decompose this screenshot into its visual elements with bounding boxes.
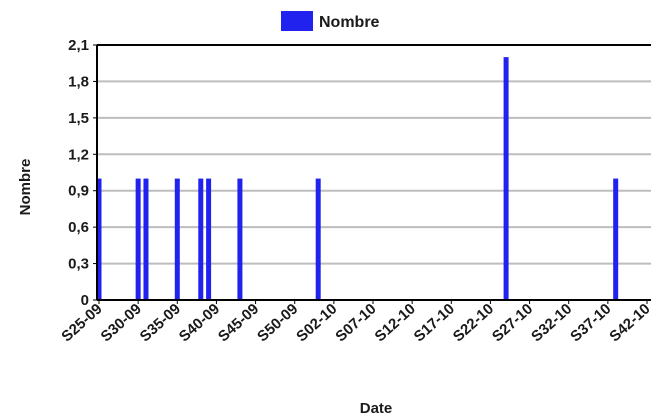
y-tick-label: 1,2 [68,146,89,163]
y-tick-label: 0,9 [68,183,89,200]
bar [198,178,204,300]
x-tick-label: S17-10 [411,300,458,345]
x-tick-label: S40-09 [176,300,223,345]
x-tick-label: S12-10 [371,300,418,345]
x-tick-label: S45-09 [215,300,262,345]
bars [96,57,619,301]
axes [93,44,651,304]
x-tick-label: S27-10 [489,300,536,345]
bar [135,178,141,300]
x-tick-label: S02-10 [293,300,340,345]
bar [96,178,102,300]
legend-label: Nombre [319,14,380,31]
y-tick-label: 0,3 [68,256,89,273]
bar [237,178,243,300]
bar [206,178,212,300]
bar [315,178,321,300]
grid-lines [97,44,651,265]
x-tick-label: S32-10 [528,300,575,345]
x-tick-label: S37-10 [567,300,614,345]
legend-swatch [281,11,313,31]
x-tick-label: S22-10 [450,300,497,345]
bar [174,178,180,300]
bar [503,57,509,301]
x-tick-label: S30-09 [97,300,144,345]
y-axis-label: Nombre [17,159,34,216]
legend: Nombre [281,11,380,31]
x-tick-label: S50-09 [254,300,301,345]
y-tick-label: 2,1 [68,37,89,54]
y-tick-label: 0 [81,292,89,309]
x-axis-label: Date [360,400,393,414]
x-tick-label: S42-10 [606,300,652,345]
y-tick-label: 0,6 [68,219,89,236]
x-tick-labels: S25-09S30-09S35-09S40-09S45-09S50-09S02-… [58,300,652,345]
y-tick-labels: 0 0,3 0,6 0,9 1,2 1,5 1,8 2,1 [68,37,89,309]
x-tick-label: S35-09 [137,300,184,345]
bar [613,178,619,300]
y-tick-label: 1,5 [68,110,89,127]
x-tick-label: S07-10 [332,300,379,345]
y-tick-label: 1,8 [68,73,89,90]
bar [143,178,149,300]
